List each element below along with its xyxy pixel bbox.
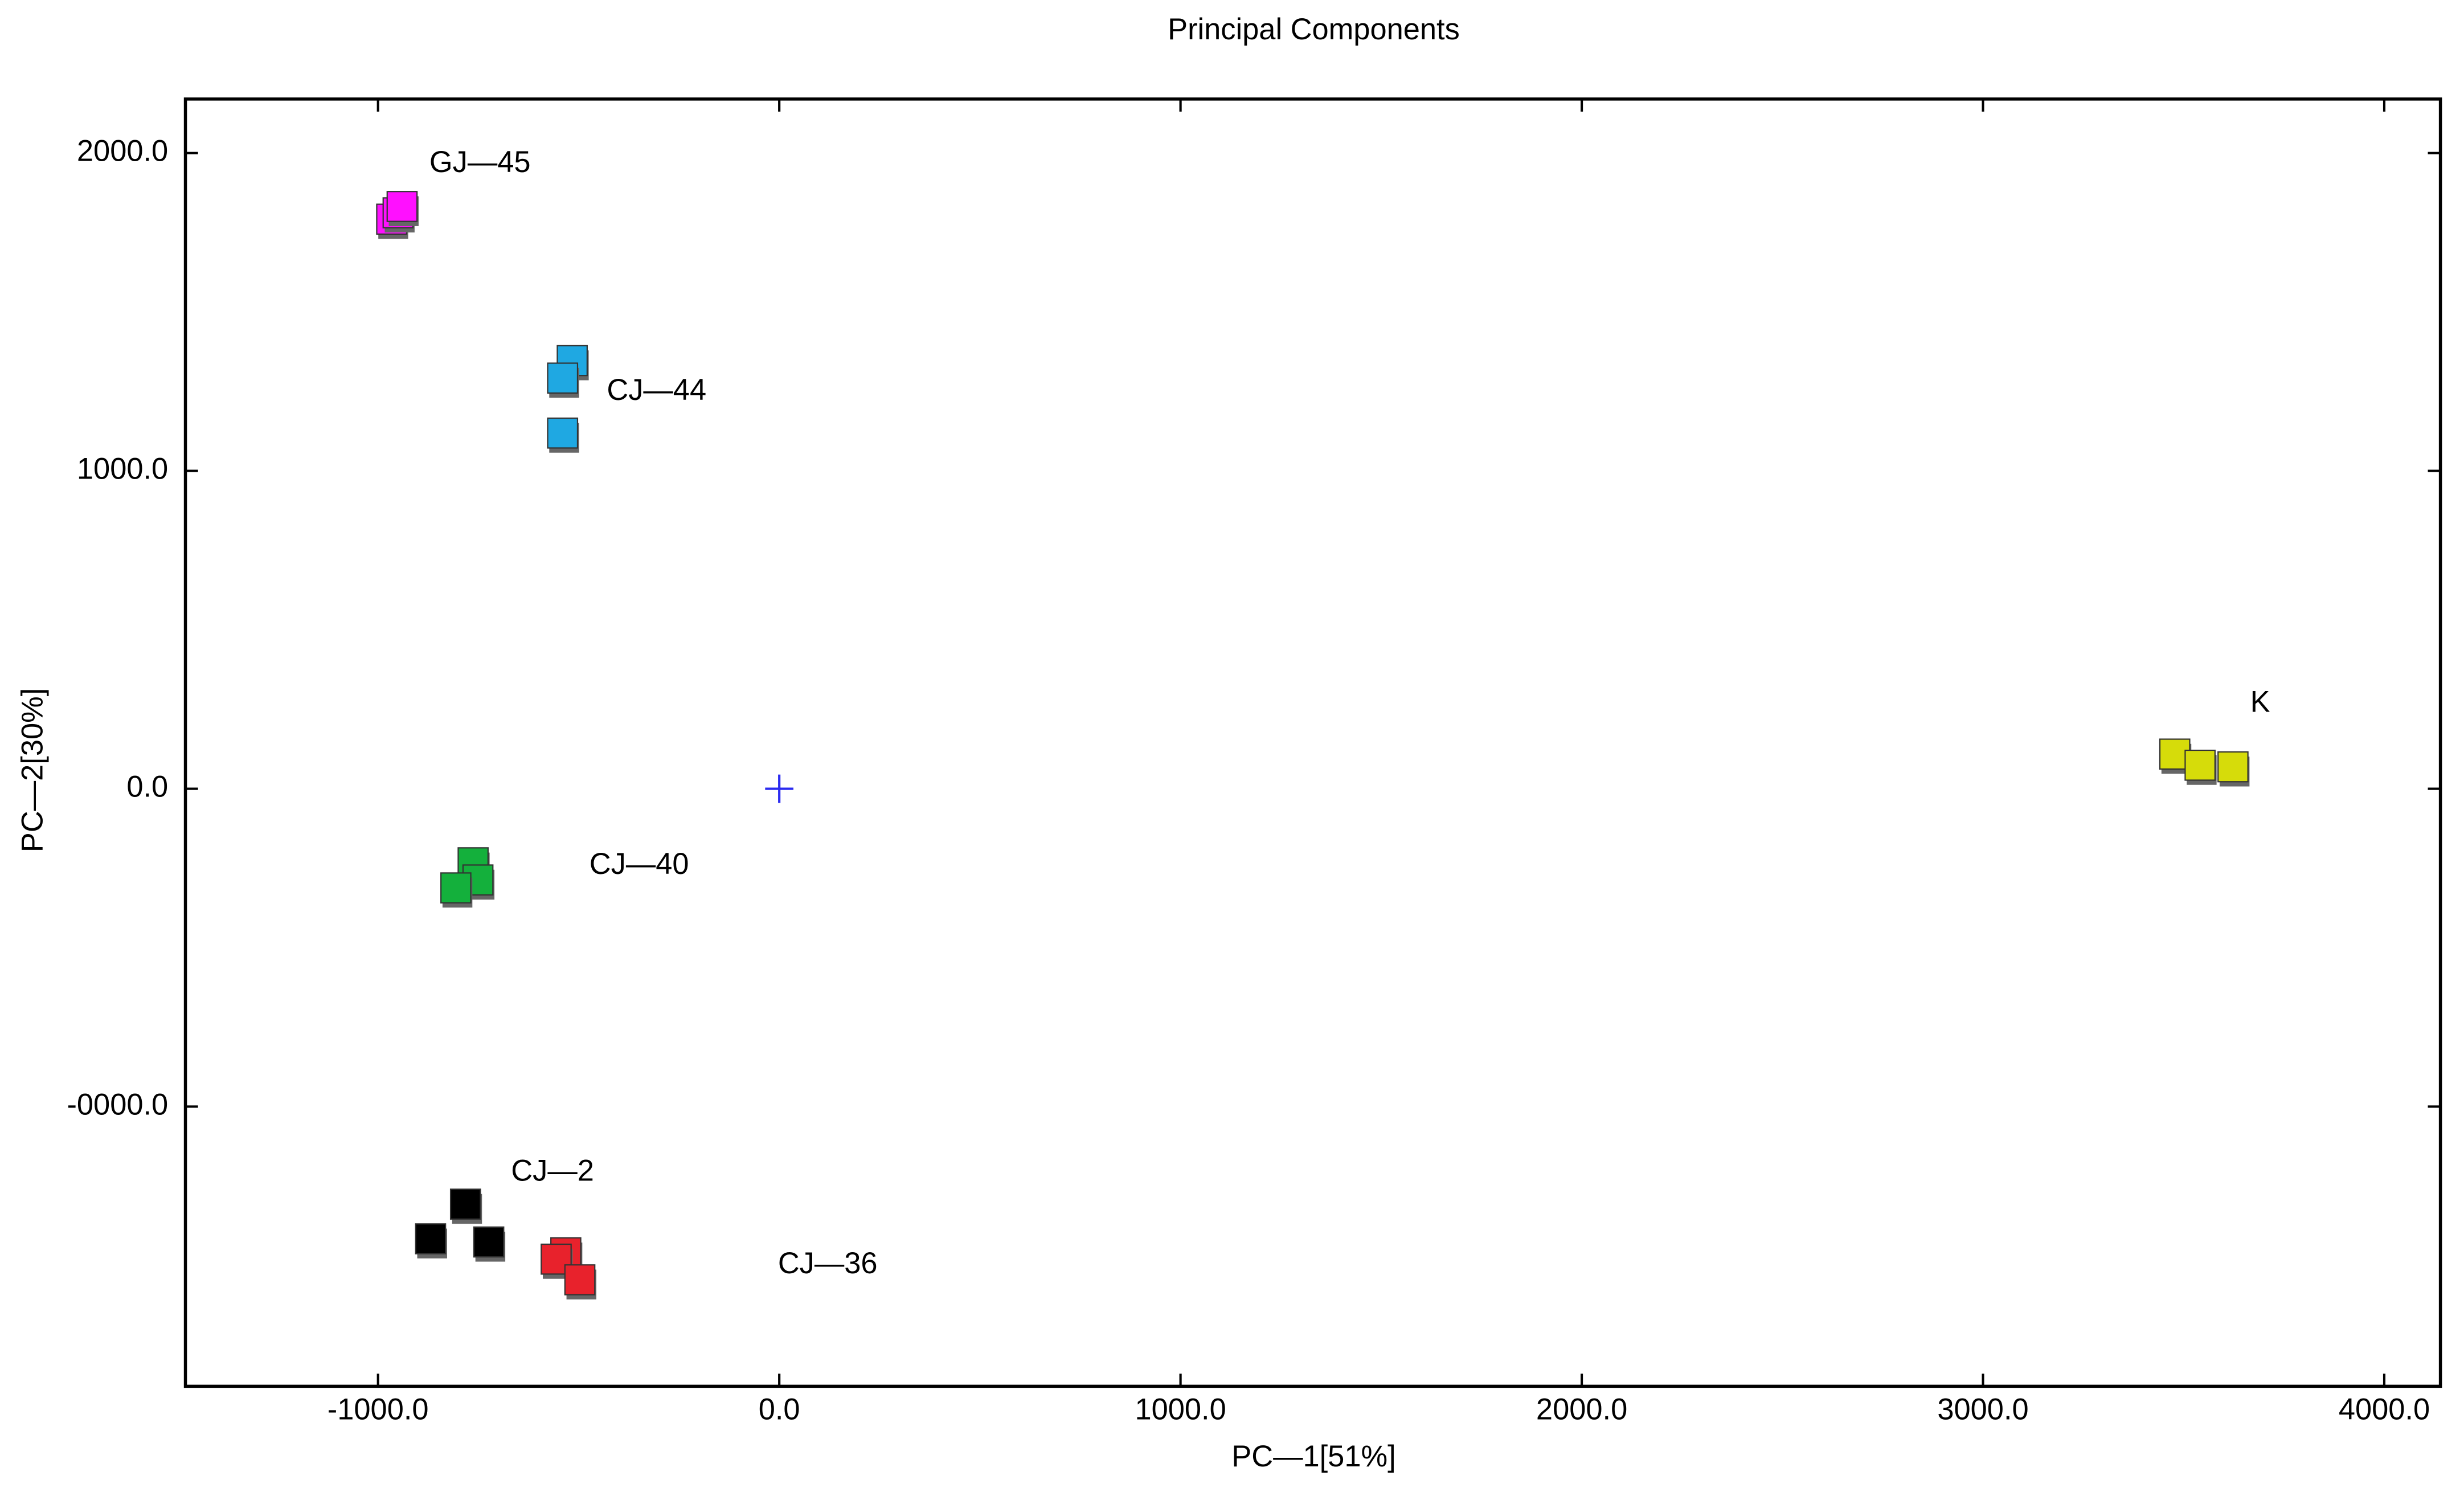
marker — [547, 362, 579, 394]
marker — [449, 1188, 481, 1220]
x-tick-label: 1000.0 — [1135, 1393, 1226, 1426]
x-tick-label: -1000.0 — [328, 1393, 429, 1426]
marker — [415, 1223, 447, 1254]
plot-frame — [183, 97, 2442, 1388]
y-tick-label: -0000.0 — [67, 1088, 168, 1121]
y-tick-label: 1000.0 — [77, 452, 168, 485]
y-tick-label: 0.0 — [126, 770, 168, 803]
cluster-label: CJ—2 — [511, 1154, 594, 1187]
x-axis-label: PC—1[51%] — [1231, 1440, 1395, 1473]
cluster-label: CJ—40 — [590, 848, 689, 881]
marker — [2184, 749, 2216, 781]
marker — [547, 417, 579, 449]
cluster-label: K — [2250, 685, 2270, 718]
x-tick-label: 3000.0 — [1937, 1393, 2028, 1426]
x-tick-label: 0.0 — [759, 1393, 800, 1426]
chart-title: Principal Components — [1168, 13, 1460, 46]
x-tick-label: 4000.0 — [2339, 1393, 2430, 1426]
cluster-label: CJ—44 — [607, 374, 706, 407]
marker — [473, 1226, 505, 1258]
x-tick-label: 2000.0 — [1536, 1393, 1627, 1426]
cluster-label: CJ—36 — [778, 1247, 878, 1280]
cluster-label: GJ—45 — [429, 146, 531, 179]
marker — [2217, 751, 2249, 783]
y-tick-label: 2000.0 — [77, 135, 168, 168]
y-axis-label: PC—2[30%] — [17, 688, 50, 852]
marker — [386, 191, 418, 222]
marker — [440, 872, 472, 904]
marker — [564, 1264, 596, 1295]
